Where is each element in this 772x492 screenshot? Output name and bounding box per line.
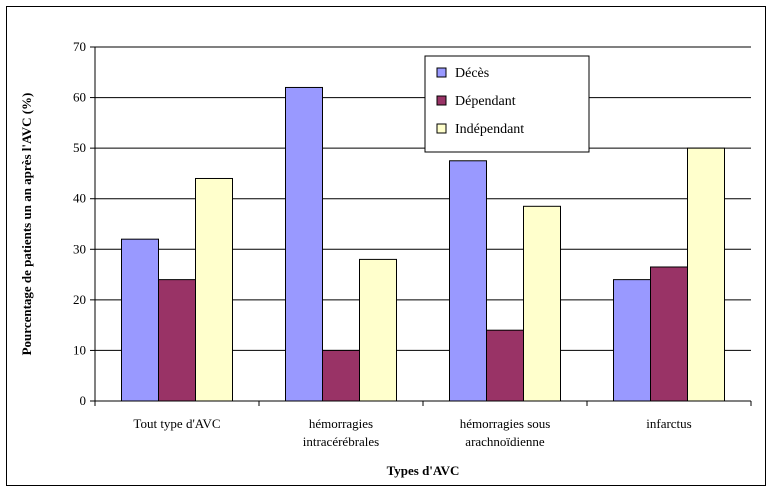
legend-box	[424, 55, 590, 153]
bar-dependant	[486, 329, 524, 402]
bar-independant	[523, 205, 561, 402]
chart-frame: 0 10 20 30 40 50 60 70 Tout type d'AVC hémorragi…	[6, 6, 766, 486]
legend-swatch	[436, 95, 447, 106]
bar-independant	[687, 147, 725, 402]
y-tick-label: 60	[73, 90, 86, 105]
bar-independant	[359, 258, 397, 402]
legend-label: Décès	[455, 66, 489, 81]
x-tick-label: intracérébrales	[303, 434, 380, 449]
bar-deces	[121, 238, 159, 402]
bars	[121, 86, 725, 402]
bar-deces	[449, 160, 487, 402]
y-tick-label: 30	[73, 241, 86, 256]
y-tick-label: 20	[73, 292, 86, 307]
bar-dependant	[322, 349, 360, 402]
y-tick-label: 70	[73, 39, 86, 54]
y-tick-label: 0	[80, 393, 87, 408]
x-tick-label: Tout type d'AVC	[133, 416, 220, 431]
y-tick-label: 10	[73, 342, 86, 357]
legend-label: Dépendant	[455, 94, 516, 109]
legend-label: Indépendant	[455, 122, 524, 137]
y-axis-title: Pourcentage de patients un an après l'AV…	[19, 93, 34, 356]
legend-swatch	[436, 67, 447, 78]
bar-independant	[195, 177, 233, 402]
bar-deces	[613, 279, 651, 402]
bar-dependant	[650, 266, 688, 402]
x-axis-title: Types d'AVC	[387, 463, 460, 478]
x-tick-label: hémorragies	[309, 416, 373, 431]
axes	[90, 46, 752, 406]
y-tick-label: 40	[73, 191, 86, 206]
bar-dependant	[158, 279, 196, 402]
bar-deces	[285, 86, 323, 402]
bar-chart: 0 10 20 30 40 50 60 70 Tout type d'AVC hémorragi…	[19, 39, 752, 478]
y-tick-labels: 0 10 20 30 40 50 60 70	[73, 39, 86, 408]
x-tick-labels: Tout type d'AVC hémorragies intracérébrale…	[133, 416, 691, 449]
x-tick-label: infarctus	[646, 416, 691, 431]
x-tick-label: hémorragies sous	[460, 416, 551, 431]
legend-swatch	[436, 123, 447, 134]
legend: Décès Dépendant Indépendant	[424, 55, 590, 153]
y-tick-label: 50	[73, 140, 86, 155]
x-tick-label: arachnoïdienne	[465, 434, 545, 449]
